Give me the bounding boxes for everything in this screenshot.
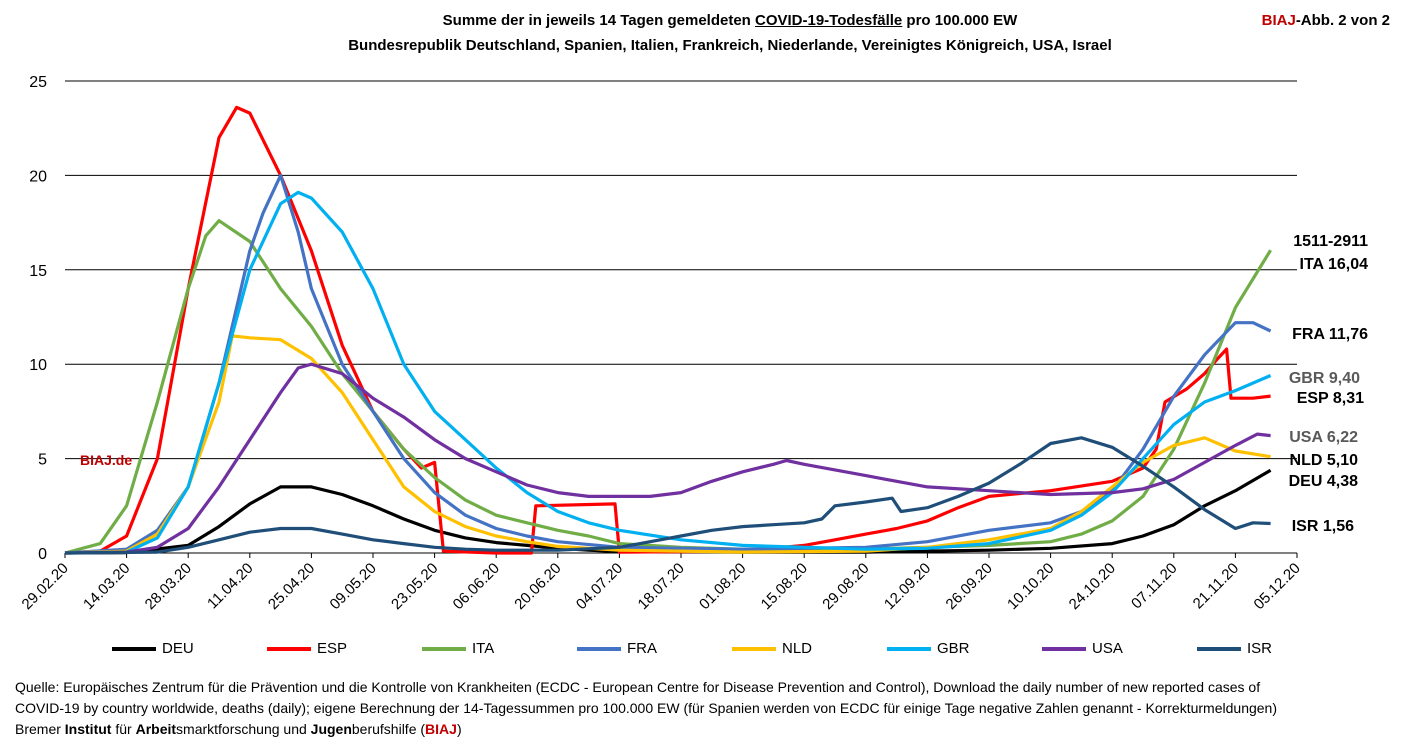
gridlines [65,80,1297,554]
legend-swatch [887,646,931,651]
title-underlined-term: COVID-19-Todesfälle [755,12,903,29]
series-line-isr [64,436,1271,555]
legend-label: GBR [937,640,970,657]
annotation-nld: NLD 5,10 [1290,452,1359,469]
y-tick-label: 15 [29,263,47,280]
legend-item-nld: NLD [732,640,887,657]
x-tick-label: 21.11.20 [1190,560,1243,613]
legend-label: ISR [1247,640,1273,657]
x-tick-label: 26.09.20 [943,560,996,613]
legend-label: DEU [162,640,194,657]
annotation-usa: USA 6,22 [1289,429,1358,446]
x-tick-label: 07.11.20 [1128,560,1181,613]
legend-label: NLD [782,640,813,657]
legend-label: USA [1092,640,1123,657]
x-tick-label: 15.08.20 [758,560,811,613]
x-tick-label: 09.05.20 [327,560,380,613]
annotation-esp: ESP 8,31 [1297,390,1364,407]
legend-item-fra: FRA [577,640,732,657]
x-tick-label: 29.02.20 [19,560,72,613]
source-line-2: COVID-19 by country worldwide, deaths (d… [15,700,1277,716]
y-axis-ticks: 0 5 10 15 20 25 [29,74,47,563]
brand-watermark: BIAJ.de [80,452,133,468]
x-tick-label: 18.07.20 [635,560,688,613]
annotation-fra: FRA 11,76 [1292,326,1368,343]
y-tick-label: 5 [38,452,47,469]
legend-swatch [732,646,776,651]
legend-item-usa: USA [1042,640,1197,657]
x-tick-label: 10.10.20 [1004,560,1057,613]
series-line-gbr [64,190,1272,555]
x-tick-label: 05.12.20 [1251,560,1304,613]
legend-item-deu: DEU [112,640,267,657]
x-tick-label: 25.04.20 [265,560,318,613]
legend-swatch [577,646,621,651]
series-line-deu [64,468,1272,555]
legend-swatch [1042,646,1086,651]
x-tick-label: 29.08.20 [819,560,872,613]
legend-swatch [112,646,156,651]
legend-label: ESP [317,640,348,657]
legend-swatch [267,646,311,651]
annotation-isr: ISR 1,56 [1292,518,1354,535]
y-tick-label: 10 [29,357,47,374]
x-tick-label: 01.08.20 [696,560,749,613]
chart-subtitle: Bundesrepublik Deutschland, Spanien, Ita… [348,37,1112,54]
x-tick-label: 12.09.20 [881,560,934,613]
legend-item-isr: ISR [1197,640,1352,657]
end-annotations: 1511-2911 ITA 16,04 FRA 11,76 GBR 9,40 ESP 8… [1289,233,1368,535]
series-lines [64,105,1272,555]
legend-item-gbr: GBR [887,640,1042,657]
annotation-period: 1511-2911 [1293,233,1368,250]
legend-item-esp: ESP [267,640,422,657]
series-line-usa [64,362,1271,555]
legend-swatch [422,646,466,651]
legend-label: ITA [472,640,495,657]
y-tick-label: 25 [29,74,47,91]
x-tick-label: 23.05.20 [388,560,441,613]
x-axis-ticks: 29.02.20 14.03.20 28.03.20 11.04.20 25.04.20… [19,553,1304,613]
legend-swatch [1197,646,1241,651]
x-tick-label: 11.04.20 [204,560,257,613]
x-tick-label: 24.10.20 [1066,560,1119,613]
y-tick-label: 0 [38,546,47,563]
source-line-1: Quelle: Europäisches Zentrum für die Prä… [15,679,1261,695]
source-line-3: Bremer Institut für Arbeitsmarktforschun… [15,721,462,737]
annotation-deu: DEU 4,38 [1289,473,1358,490]
series-line-ita [64,219,1272,555]
series-line-esp [64,105,1271,555]
annotation-ita: ITA 16,04 [1300,256,1369,273]
x-tick-label: 04.07.20 [573,560,626,613]
annotation-gbr: GBR 9,40 [1289,370,1360,387]
legend: DEU ESP ITA FRA NLD GBR USA ISR [112,640,1352,657]
x-tick-label: 14.03.20 [80,560,133,613]
legend-item-ita: ITA [422,640,577,657]
x-tick-label: 28.03.20 [142,560,195,613]
x-tick-label: 20.06.20 [511,560,564,613]
y-tick-label: 20 [29,168,47,185]
figure-number: BIAJ-Abb. 2 von 2 [1261,12,1390,29]
legend-label: FRA [627,640,657,657]
source-note: Quelle: Europäisches Zentrum für die Prä… [15,677,1395,740]
series-line-fra [64,173,1272,555]
x-tick-label: 06.06.20 [450,560,503,613]
chart-title: Summe der in jeweils 14 Tagen gemeldeten… [442,12,1018,29]
